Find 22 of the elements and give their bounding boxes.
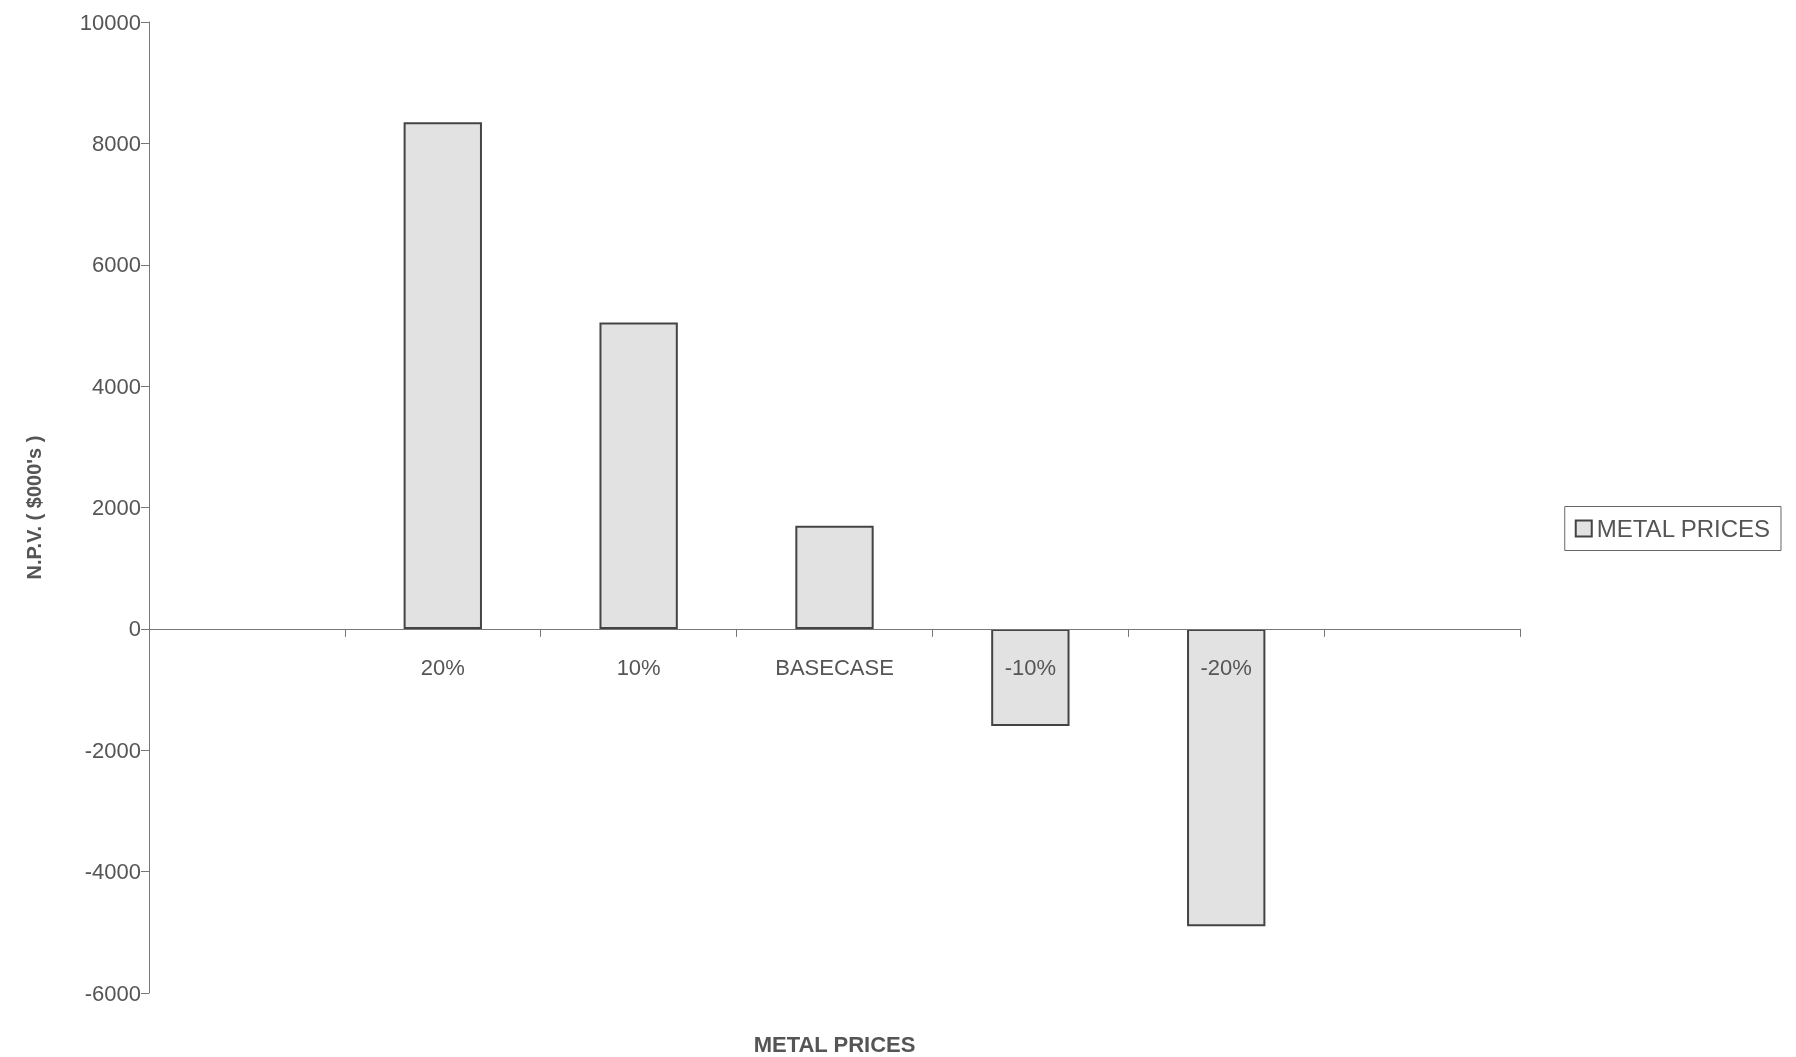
x-tick-label: 20% (420, 655, 465, 681)
x-axis-title: METAL PRICES (753, 1031, 916, 1057)
y-tick-label: 8000 (92, 130, 141, 156)
bar (991, 628, 1070, 726)
y-tick-label: 10000 (79, 9, 141, 35)
bar (1187, 628, 1266, 927)
y-tick-label: -6000 (84, 980, 141, 1006)
y-tick-label: 0 (128, 616, 141, 642)
x-tick-label: -20% (1200, 655, 1252, 681)
bar (795, 525, 874, 629)
y-tick-label: 2000 (92, 495, 141, 520)
y-tick-label: -2000 (84, 737, 141, 763)
y-tick-label: 4000 (92, 373, 141, 399)
x-tick-label: BASECASE (775, 655, 894, 681)
x-tick-label: -10% (1004, 655, 1057, 681)
bar (599, 322, 678, 629)
legend-label: METAL PRICES (1596, 515, 1771, 542)
y-tick-label: -4000 (84, 859, 141, 885)
x-tick-label: 10% (616, 655, 661, 681)
bar (403, 122, 482, 629)
y-axis-title: N.P.V. ( $000's ) (23, 435, 45, 580)
y-tick-label: 6000 (92, 252, 141, 278)
